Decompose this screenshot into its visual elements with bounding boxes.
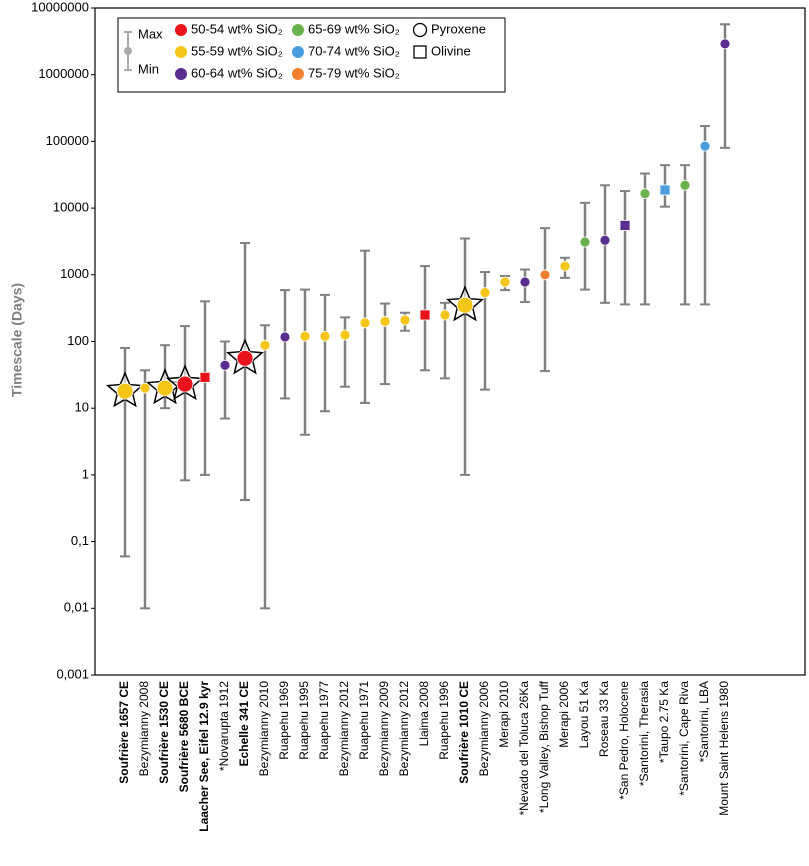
data-point [339, 329, 351, 341]
x-tick-label: Llaima 2008 [417, 681, 431, 747]
legend-shape [413, 45, 427, 59]
y-tick-label: 1000 [60, 266, 89, 281]
x-tick-label: *San Pedro, Holocene [617, 681, 631, 800]
x-tick-label: *Santorini, LBA [697, 681, 711, 762]
legend-min: Min [138, 61, 159, 76]
data-point [719, 38, 731, 50]
x-tick-label: Bezymianny 2008 [137, 681, 151, 777]
data-point [156, 379, 174, 397]
data-point [579, 236, 591, 248]
data-point [659, 184, 671, 196]
legend-shape [412, 22, 428, 38]
data-point [439, 309, 451, 321]
legend-label: 50-54 wt% SiO₂ [191, 21, 283, 36]
data-point [639, 188, 651, 199]
y-tick-label: 0,1 [71, 533, 89, 548]
data-point [116, 382, 134, 400]
plot-frame [94, 7, 806, 676]
data-point [539, 269, 551, 281]
data-point [319, 330, 331, 342]
x-tick-label: Soufrière 1530 CE [157, 681, 171, 784]
x-tick-label: *Long Valley, Bishop Tuff [537, 680, 551, 813]
legend-label: 55-59 wt% SiO₂ [191, 43, 283, 58]
x-tick-label: *Santorini, Cape Riva [677, 681, 691, 796]
x-tick-label: Ruapehu 1971 [357, 681, 371, 760]
legend-swatch [175, 24, 187, 36]
x-tick-label: Laacher See, Eifel 12.9 kyr [197, 681, 211, 832]
x-tick-label: Bezymianny 2006 [477, 681, 491, 777]
data-point [699, 140, 711, 152]
data-point [499, 276, 511, 288]
x-tick-label: Bezymianny 2012 [337, 681, 351, 777]
legend-swatch [175, 46, 187, 58]
data-point [219, 359, 231, 371]
data-point [236, 349, 254, 367]
x-tick-label: Bezymianny 2010 [257, 681, 271, 777]
x-tick-label: Mount Saint Helens 1980 [717, 681, 731, 816]
y-axis-label: Timescale (Days) [9, 283, 25, 397]
legend-point [124, 47, 132, 55]
x-tick-label: Ruapehu 1996 [437, 681, 451, 760]
data-point [399, 314, 411, 326]
x-tick-label: Merapi 2006 [557, 681, 571, 748]
x-tick-label: Ruapehu 1995 [297, 681, 311, 760]
legend-swatch [175, 68, 187, 80]
data-point [379, 316, 391, 327]
x-tick-label: *Taupo 2.75 Ka [657, 681, 671, 763]
x-tick-label: Ruapehu 1977 [317, 681, 331, 760]
legend-label: 60-64 wt% SiO₂ [191, 65, 283, 80]
y-tick-label: 0,001 [56, 666, 89, 681]
data-point [419, 309, 431, 321]
y-tick-label: 1000000 [38, 66, 89, 81]
y-tick-label: 10000000 [31, 0, 89, 14]
legend-swatch [292, 46, 304, 58]
data-point [176, 375, 194, 393]
legend-swatch [292, 68, 304, 80]
data-point [519, 276, 531, 288]
data-point [299, 330, 311, 342]
x-tick-label: Soufrière 5680 BCE [177, 681, 191, 792]
data-point [199, 371, 211, 383]
legend-label: Olivine [431, 43, 471, 58]
data-point [139, 382, 151, 394]
legend-label: 75-79 wt% SiO₂ [308, 65, 400, 80]
data-point [259, 339, 271, 351]
x-tick-label: *Santorini, Therasia [637, 681, 651, 786]
data-point [679, 179, 691, 191]
y-tick-label: 100000 [46, 133, 89, 148]
legend-label: 70-74 wt% SiO₂ [308, 43, 400, 58]
x-tick-label: Bezymianny 2009 [377, 681, 391, 777]
x-tick-label: *Nevado del Toluca 26Ka [517, 681, 531, 816]
x-tick-label: Ruapehu 1969 [277, 681, 291, 760]
y-tick-label: 0,01 [64, 600, 89, 615]
x-tick-label: *Novarupta 1912 [217, 681, 231, 771]
y-tick-label: 100 [67, 333, 89, 348]
data-point [559, 260, 571, 272]
y-tick-label: 1 [82, 466, 89, 481]
y-tick-label: 10 [75, 400, 89, 415]
x-tick-label: Soufrière 1657 CE [117, 681, 131, 784]
legend-max: Max [138, 26, 163, 41]
x-tick-label: Echelle 341 CE [237, 681, 251, 766]
x-tick-label: Bezymianny 2012 [397, 681, 411, 777]
data-point [599, 234, 611, 246]
data-point [359, 317, 371, 329]
legend-label: 65-69 wt% SiO₂ [308, 21, 400, 36]
x-tick-label: Merapi 2010 [497, 681, 511, 748]
x-tick-label: Soufrière 1010 CE [457, 681, 471, 784]
x-tick-label: Roseau 33 Ka [597, 681, 611, 757]
data-point [619, 220, 631, 231]
data-point [279, 331, 291, 343]
x-tick-label: Layou 51 Ka [577, 681, 591, 749]
y-tick-label: 10000 [53, 200, 89, 215]
legend-label: Pyroxene [431, 21, 486, 36]
data-point [456, 296, 474, 314]
data-point [479, 287, 491, 299]
legend-swatch [292, 24, 304, 36]
